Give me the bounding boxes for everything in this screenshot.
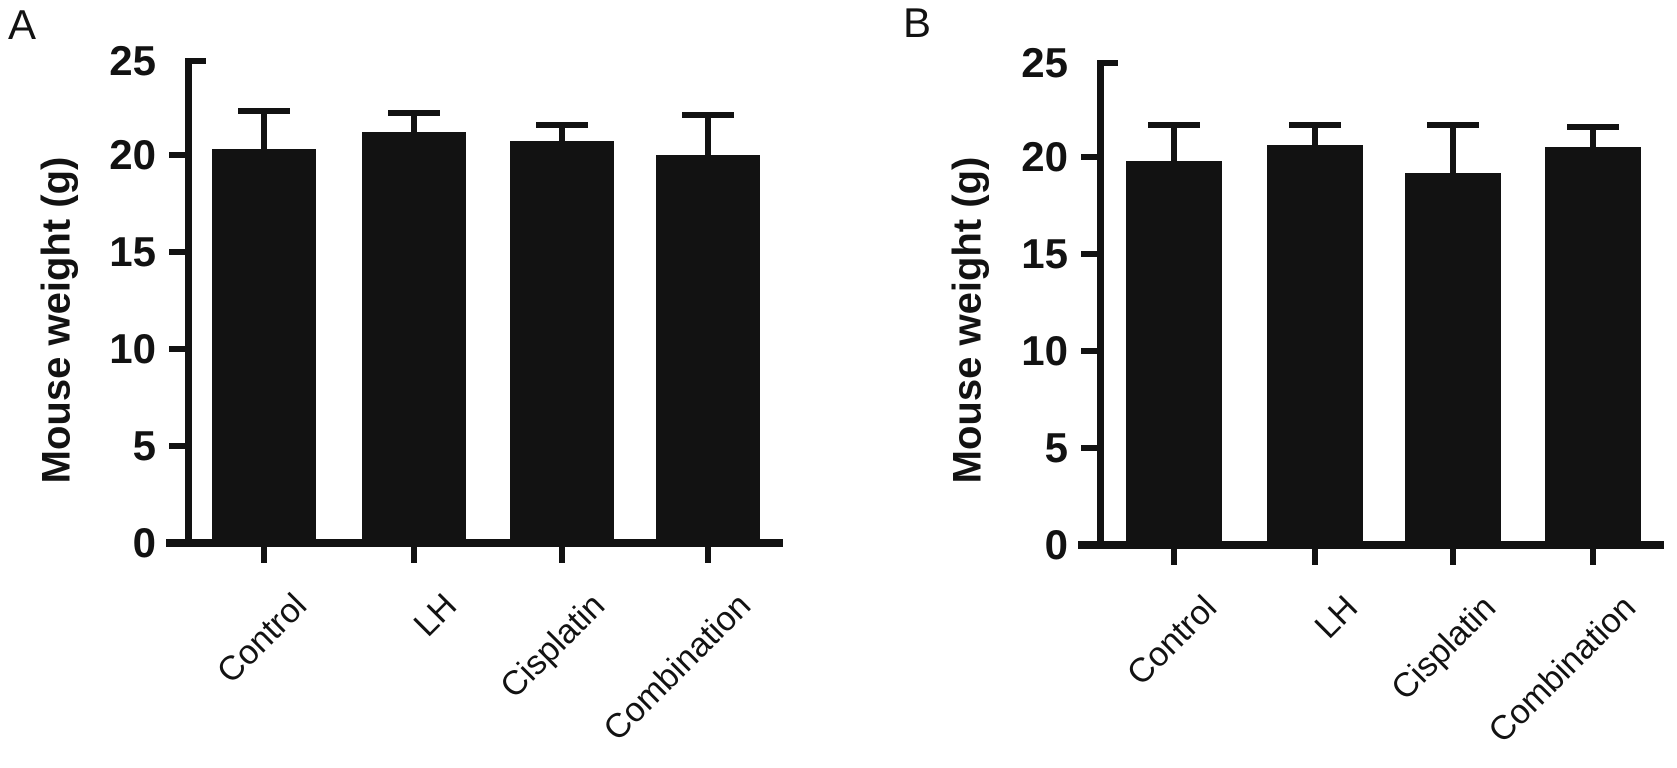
- y-tick: [1081, 251, 1097, 257]
- x-tick: [559, 547, 565, 563]
- y-tick-label: 20: [1021, 133, 1068, 180]
- error-bar-line: [1450, 122, 1456, 175]
- error-bar-cap: [1427, 122, 1479, 129]
- bar-lh: [362, 131, 466, 543]
- y-tick-label: 10: [1021, 327, 1068, 374]
- y-tick: [1081, 154, 1097, 160]
- x-tick: [1312, 549, 1318, 565]
- y-tick: [169, 249, 185, 255]
- panel-b-y-axis-title-text: Mouse weight (g): [945, 156, 990, 484]
- error-bar-line: [705, 112, 711, 157]
- panel-b-letter: B: [903, 0, 932, 46]
- error-bar-cap: [1567, 124, 1619, 131]
- y-tick: [1081, 445, 1097, 451]
- x-tick: [411, 547, 417, 563]
- error-bar-cap: [238, 108, 290, 115]
- y-axis-line: [185, 58, 192, 547]
- error-bar-line: [1312, 122, 1318, 148]
- error-bar-line: [1590, 124, 1596, 150]
- y-tick-label: 15: [109, 228, 156, 275]
- error-bar-cap: [682, 112, 734, 119]
- error-bar-line: [411, 110, 417, 134]
- y-tick: [169, 152, 185, 158]
- y-tick-label: 5: [1044, 424, 1068, 471]
- y-tick-label: 5: [132, 422, 156, 469]
- y-tick-label: 25: [1021, 39, 1068, 86]
- y-tick-label: 25: [109, 37, 156, 84]
- bar-combination: [1545, 147, 1641, 545]
- y-tick-label: 15: [1021, 230, 1068, 277]
- x-category-label-combination: Combination: [1481, 588, 1644, 751]
- x-category-label-cisplatin: Cisplatin: [1384, 588, 1504, 708]
- x-category-label-control: Control: [1119, 588, 1225, 693]
- bar-cisplatin: [1405, 172, 1501, 545]
- y-tick-top-inward: [192, 58, 206, 64]
- y-tick-label: 0: [132, 519, 156, 566]
- bar-control: [212, 149, 316, 543]
- x-axis-line: [1078, 541, 1664, 549]
- panel-a-y-axis-title-text: Mouse weight (g): [34, 156, 79, 484]
- x-category-label-lh: LH: [1307, 588, 1366, 646]
- y-tick: [169, 346, 185, 352]
- error-bar-cap: [1289, 122, 1341, 129]
- x-category-label-combination: Combination: [596, 586, 759, 749]
- y-tick-label: 10: [109, 325, 156, 372]
- x-axis-line: [166, 539, 783, 547]
- y-tick: [1081, 348, 1097, 354]
- bar-cisplatin: [510, 141, 614, 543]
- x-category-label-cisplatin: Cisplatin: [493, 586, 613, 706]
- error-bar-line: [559, 122, 565, 144]
- y-axis-line: [1097, 60, 1104, 549]
- y-tick-label: 20: [109, 131, 156, 178]
- y-tick-top-inward: [1104, 60, 1118, 66]
- bar-control: [1126, 160, 1222, 545]
- x-tick: [261, 547, 267, 563]
- error-bar-cap: [536, 122, 588, 129]
- x-category-label-control: Control: [209, 586, 315, 691]
- panel-a-letter: A: [8, 1, 37, 48]
- y-tick-label: 0: [1044, 521, 1068, 568]
- x-tick: [705, 547, 711, 563]
- x-tick: [1450, 549, 1456, 565]
- x-tick: [1171, 549, 1177, 565]
- bar-combination: [656, 155, 760, 543]
- error-bar-line: [1171, 122, 1177, 163]
- x-tick: [1590, 549, 1596, 565]
- error-bar-cap: [1148, 122, 1200, 129]
- error-bar-cap: [388, 110, 440, 117]
- x-category-label-lh: LH: [406, 586, 465, 644]
- error-bar-line: [261, 108, 267, 152]
- y-tick: [169, 443, 185, 449]
- bar-lh: [1267, 145, 1363, 545]
